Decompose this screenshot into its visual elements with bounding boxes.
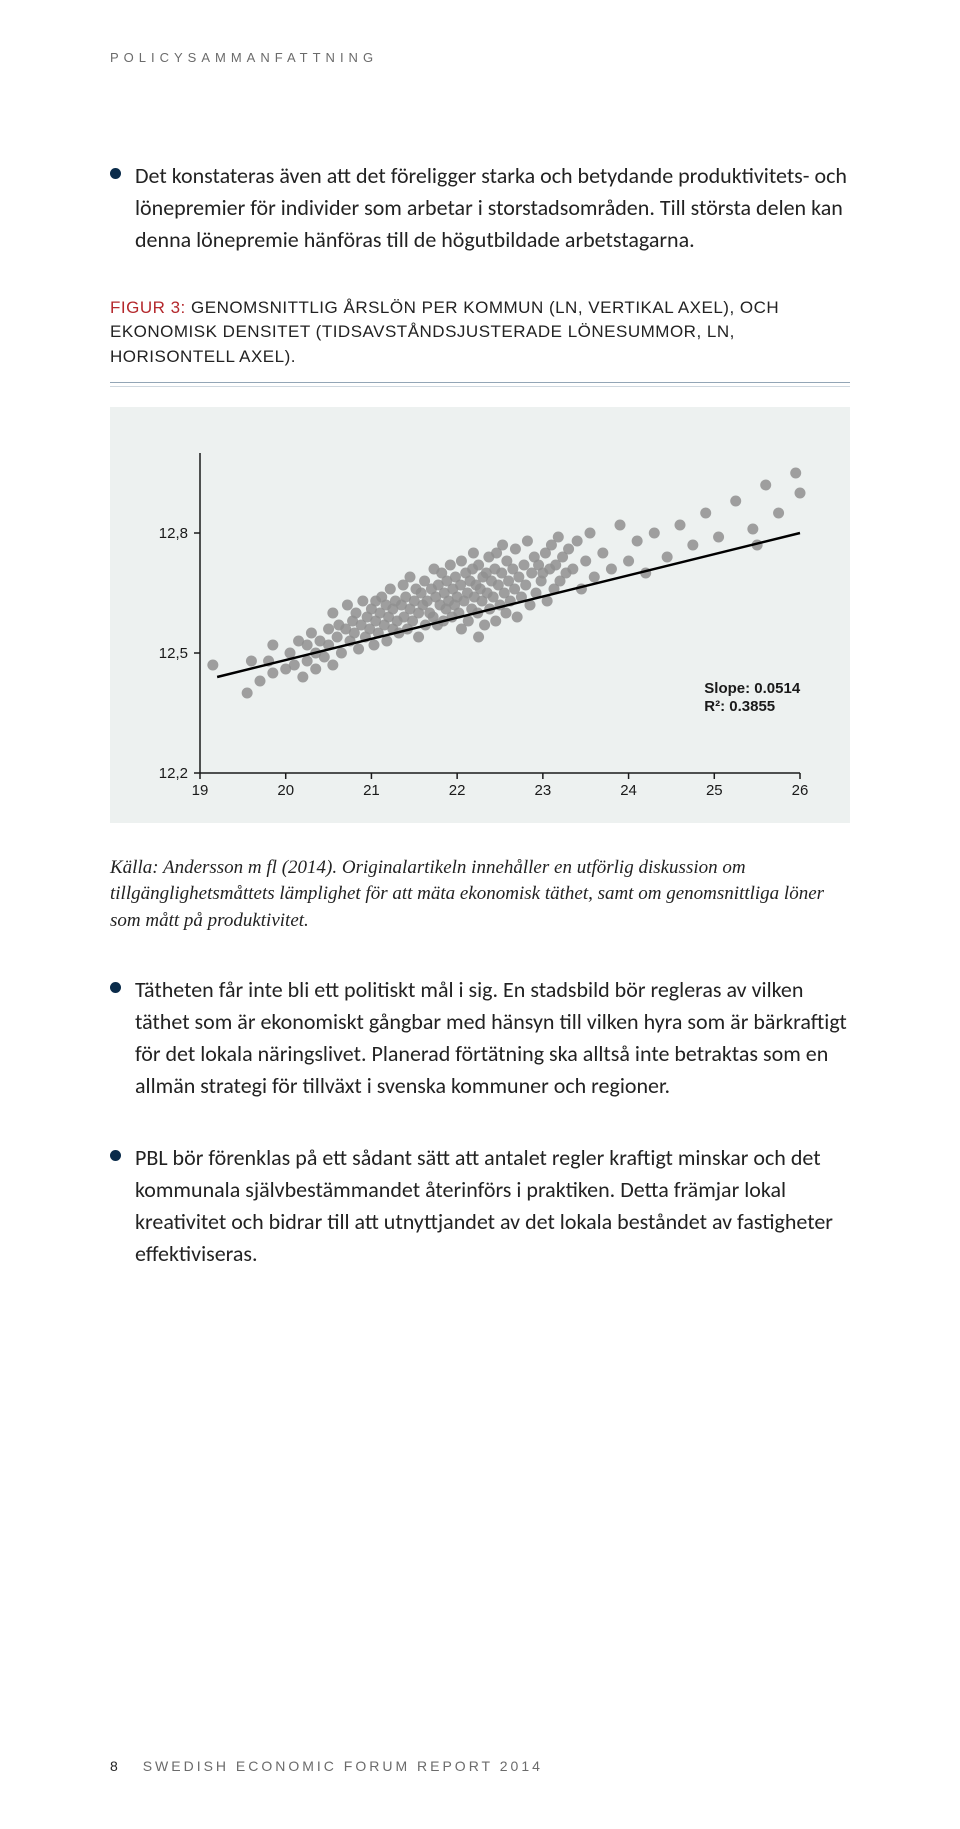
figure-lead: FIGUR 3:: [110, 298, 186, 317]
bullet-text: Det konstateras även att det föreligger …: [135, 160, 850, 256]
svg-text:26: 26: [792, 782, 809, 799]
svg-text:24: 24: [620, 782, 637, 799]
bullet-item: PBL bör förenklas på ett sådant sätt att…: [110, 1142, 850, 1270]
bullet-item: Det konstateras även att det föreligger …: [110, 160, 850, 256]
bullet-dot-icon: [110, 168, 121, 179]
svg-text:12,5: 12,5: [159, 645, 188, 662]
page: POLICYSAMMANFATTNING Det konstateras äve…: [0, 0, 960, 1829]
svg-text:25: 25: [706, 782, 723, 799]
svg-text:Slope: 0.0514: Slope: 0.0514: [704, 680, 801, 697]
bullet-dot-icon: [110, 1150, 121, 1161]
running-head: POLICYSAMMANFATTNING: [110, 50, 850, 65]
divider: [110, 382, 850, 383]
bullet-item: Tätheten får inte bli ett politiskt mål …: [110, 974, 850, 1102]
svg-text:20: 20: [277, 782, 294, 799]
divider-light: [110, 386, 850, 387]
page-footer: 8 SWEDISH ECONOMIC FORUM REPORT 2014: [110, 1758, 543, 1774]
figure-title: FIGUR 3: GENOMSNITTLIG ÅRSLÖN PER KOMMUN…: [110, 296, 850, 370]
chart-container: 12,2 12,5 12,8 19 20 21 22 23 24 25 26 Slope: 0.051…: [110, 407, 850, 823]
bullet-text: PBL bör förenklas på ett sådant sätt att…: [135, 1142, 850, 1270]
scatter-chart: 12,2 12,5 12,8 19 20 21 22 23 24 25 26 Slope: 0.051…: [140, 443, 820, 803]
svg-text:R²: 0.3855: R²: 0.3855: [704, 698, 775, 715]
svg-text:22: 22: [449, 782, 466, 799]
svg-text:19: 19: [192, 782, 209, 799]
svg-text:23: 23: [535, 782, 552, 799]
figure-title-rest: GENOMSNITTLIG ÅRSLÖN PER KOMMUN (LN, VER…: [110, 298, 779, 366]
footer-line: SWEDISH ECONOMIC FORUM REPORT 2014: [143, 1758, 543, 1774]
svg-text:12,8: 12,8: [159, 525, 188, 542]
svg-text:12,2: 12,2: [159, 765, 188, 782]
bullet-dot-icon: [110, 982, 121, 993]
svg-text:21: 21: [363, 782, 380, 799]
bullet-text: Tätheten får inte bli ett politiskt mål …: [135, 974, 850, 1102]
page-number: 8: [110, 1758, 118, 1774]
figure-caption: Källa: Andersson m fl (2014). Originalar…: [110, 855, 850, 935]
